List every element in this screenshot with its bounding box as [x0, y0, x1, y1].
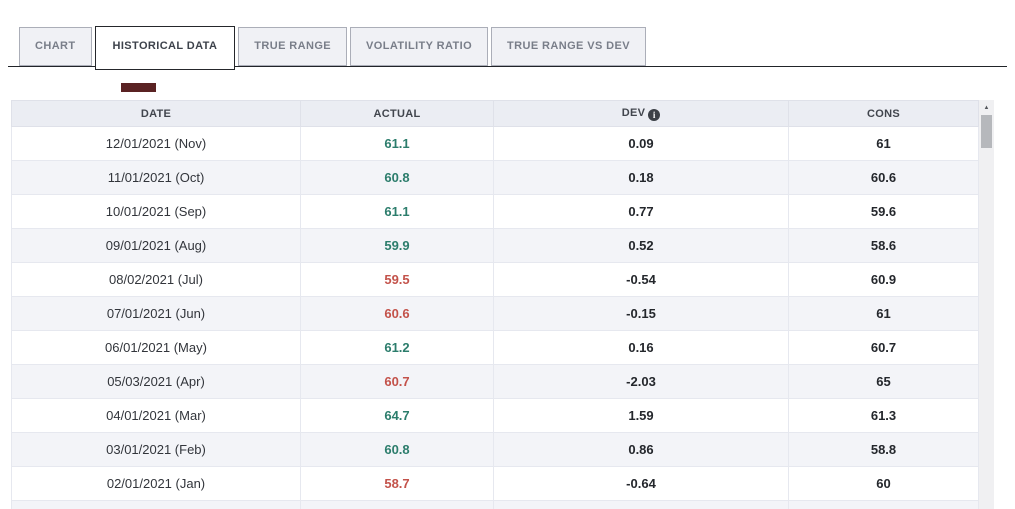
date-cell: 08/02/2021 (Jul)	[11, 262, 301, 297]
historical-data-table: DATE ACTUAL DEV i CONS 12/01/2021 (Nov) 61…	[11, 100, 979, 509]
scrollbar-track[interactable]	[979, 148, 994, 509]
cons-cell: 65	[788, 364, 979, 399]
table-row: 05/03/2021 (Apr) 60.7 -2.03 65	[11, 364, 979, 399]
table-row: 12/01/2021 (Nov) 61.1 0.09 61	[11, 126, 979, 161]
dev-cell: -0.15	[493, 296, 789, 331]
date-cell: 07/01/2021 (Jun)	[11, 296, 301, 331]
date-cell: 04/01/2021 (Mar)	[11, 398, 301, 433]
actual-value: 58.7	[384, 476, 410, 491]
actual-value: 60.8	[384, 442, 410, 457]
table-row: 08/02/2021 (Jul) 59.5 -0.54 60.9	[11, 262, 979, 297]
actual-value: 60.8	[384, 170, 410, 185]
date-cell: 11/01/2021 (Oct)	[11, 160, 301, 195]
actual-cell: 64.7	[300, 398, 494, 433]
date-cell: 02/01/2021 (Jan)	[11, 466, 301, 501]
dev-cell: 0.77	[493, 194, 789, 229]
dev-cell: -0.64	[493, 466, 789, 501]
table-row: 02/01/2021 (Jan) 58.7 -0.64 60	[11, 466, 979, 501]
cons-cell: 56.6	[788, 500, 979, 509]
dev-cell: 2.60	[493, 500, 789, 509]
column-header-dev: DEV i	[493, 100, 789, 127]
actual-cell: 59.5	[300, 262, 494, 297]
scrollbar-thumb[interactable]	[981, 115, 992, 148]
date-cell: 09/01/2021 (Aug)	[11, 228, 301, 263]
cons-cell: 60	[788, 466, 979, 501]
table-row: 10/01/2021 (Sep) 61.1 0.77 59.6	[11, 194, 979, 229]
actual-cell: 60.8	[300, 432, 494, 467]
actual-cell: 60.6	[300, 296, 494, 331]
actual-cell: 58.7	[300, 466, 494, 501]
cons-cell: 61	[788, 296, 979, 331]
cons-cell: 60.7	[788, 330, 979, 365]
table-body: 12/01/2021 (Nov) 61.1 0.09 61 11/01/2021 (Oc…	[11, 126, 979, 509]
cons-cell: 58.6	[788, 228, 979, 263]
date-cell: 06/01/2021 (May)	[11, 330, 301, 365]
column-header-actual: ACTUAL	[300, 100, 494, 127]
actual-cell: 59.9	[300, 228, 494, 263]
table-row: 01/05/2021 (Dec)60.5i2.6056.6	[11, 500, 979, 509]
date-cell: 12/01/2021 (Nov)	[11, 126, 301, 161]
cons-cell: 60.9	[788, 262, 979, 297]
dev-info-icon[interactable]: i	[648, 108, 661, 121]
table-row: 11/01/2021 (Oct) 60.8 0.18 60.6	[11, 160, 979, 195]
table-header-row: DATE ACTUAL DEV i CONS	[11, 100, 979, 127]
actual-cell: 60.5i	[300, 500, 494, 509]
actual-cell: 60.8	[300, 160, 494, 195]
column-header-date: DATE	[11, 100, 301, 127]
scroll-up-button[interactable]: ▲	[983, 104, 990, 111]
column-header-cons: CONS	[788, 100, 979, 127]
dev-cell: 0.18	[493, 160, 789, 195]
vertical-scrollbar[interactable]: ▲ ▼	[979, 100, 994, 509]
cons-cell: 59.6	[788, 194, 979, 229]
tab-volatility-ratio[interactable]: VOLATILITY RATIO	[350, 27, 489, 66]
actual-value: 60.6	[384, 306, 410, 321]
table-row: 03/01/2021 (Feb) 60.8 0.86 58.8	[11, 432, 979, 467]
table-row: 09/01/2021 (Aug) 59.9 0.52 58.6	[11, 228, 979, 263]
actual-cell: 61.1	[300, 194, 494, 229]
cons-cell: 58.8	[788, 432, 979, 467]
table-row: 06/01/2021 (May) 61.2 0.16 60.7	[11, 330, 979, 365]
dev-cell: -2.03	[493, 364, 789, 399]
tab-chart[interactable]: CHART	[19, 27, 92, 66]
actual-cell: 61.1	[300, 126, 494, 161]
actual-value: 59.9	[384, 238, 410, 253]
actual-value: 61.2	[384, 340, 410, 355]
dev-cell: -0.54	[493, 262, 789, 297]
actual-value: 59.5	[384, 272, 410, 287]
actual-cell: 60.7	[300, 364, 494, 399]
cons-cell: 61.3	[788, 398, 979, 433]
actual-cell: 61.2	[300, 330, 494, 365]
date-cell: 03/01/2021 (Feb)	[11, 432, 301, 467]
date-cell: 05/03/2021 (Apr)	[11, 364, 301, 399]
actual-value: 61.1	[384, 136, 410, 151]
dev-cell: 0.52	[493, 228, 789, 263]
cons-cell: 60.6	[788, 160, 979, 195]
tab-historical-data[interactable]: HISTORICAL DATA	[94, 26, 236, 70]
tab-bar: CHART HISTORICAL DATA TRUE RANGE VOLATIL…	[8, 26, 1007, 92]
dev-cell: 0.16	[493, 330, 789, 365]
date-cell: 01/05/2021 (Dec)	[11, 500, 301, 509]
cons-cell: 61	[788, 126, 979, 161]
actual-value: 60.7	[384, 374, 410, 389]
dev-cell: 1.59	[493, 398, 789, 433]
tab-glitch-artifact	[121, 83, 156, 92]
historical-data-table-container: DATE ACTUAL DEV i CONS 12/01/2021 (Nov) 61…	[11, 100, 994, 509]
tab-true-range-vs-dev[interactable]: TRUE RANGE VS DEV	[491, 27, 646, 66]
dev-cell: 0.09	[493, 126, 789, 161]
table-row: 04/01/2021 (Mar) 64.7 1.59 61.3	[11, 398, 979, 433]
actual-value: 61.1	[384, 204, 410, 219]
tab-true-range[interactable]: TRUE RANGE	[238, 27, 348, 66]
table-row: 07/01/2021 (Jun) 60.6 -0.15 61	[11, 296, 979, 331]
date-cell: 10/01/2021 (Sep)	[11, 194, 301, 229]
column-header-dev-label: DEV	[621, 106, 646, 119]
dev-cell: 0.86	[493, 432, 789, 467]
actual-value: 64.7	[384, 408, 410, 423]
